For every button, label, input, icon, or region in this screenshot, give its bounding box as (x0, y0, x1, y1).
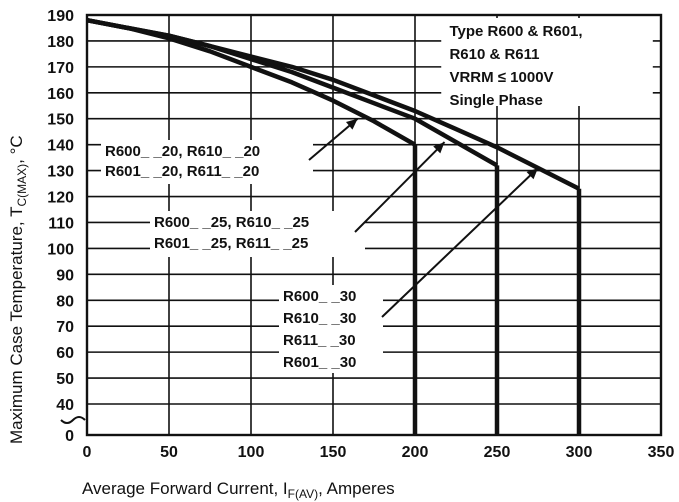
y-tick-label: 90 (56, 267, 74, 284)
x-tick-label: 250 (484, 444, 511, 461)
annotations: R600_ _20, R610_ _20 R601_ _20, R611_ _20… (101, 117, 539, 373)
annotation-text: R601_ _30 (283, 354, 356, 371)
annotation-arrowhead (433, 142, 445, 154)
y-tick-label: 110 (48, 215, 74, 232)
y-tick-label: 190 (47, 8, 74, 25)
y-tick-label: 0 (65, 428, 74, 445)
annotation-text: R611_ _30 (283, 332, 356, 349)
x-tick-label: 50 (160, 444, 178, 461)
x-axis-title: Average Forward Current, IF(AV), Amperes (82, 479, 395, 501)
x-tick-label: 100 (238, 444, 265, 461)
legend-background (441, 18, 653, 106)
legend-line: R610 & R611 (449, 46, 539, 63)
annotation-background-3 (279, 285, 383, 373)
annotation-text: R600_ _25, R610_ _25 (154, 214, 309, 231)
annotation-text: R610_ _30 (283, 310, 356, 327)
legend-line: VRRM ≤ 1000V (449, 69, 553, 86)
x-tick-label: 200 (402, 444, 429, 461)
y-tick-label: 70 (56, 319, 74, 336)
annotation-text: R601_ _20, R611_ _20 (105, 163, 259, 180)
annotation-arrow-line (354, 141, 446, 233)
y-tick-label: 150 (47, 112, 74, 129)
x-tick-label: 350 (648, 444, 675, 461)
y-tick-label: 120 (47, 190, 74, 207)
curves (86, 17, 582, 435)
x-tick-label: 150 (320, 444, 347, 461)
legend-box: Type R600 & R601, R610 & R611 VRRM ≤ 1000V… (441, 18, 653, 109)
annotation-text: R601_ _25, R611_ _25 (154, 235, 308, 252)
annotation-arrowhead (345, 118, 358, 130)
plot-frame (85, 13, 663, 437)
y-tick-label: 50 (56, 371, 74, 388)
y-tick-label: 170 (47, 60, 74, 77)
y-tick-label: 60 (56, 345, 74, 362)
annotation-text: R600_ _20, R610_ _20 (105, 143, 260, 160)
y-tick-label: 130 (47, 164, 74, 181)
annotation-arrow-line (381, 167, 539, 318)
y-tick-label: 40 (56, 397, 74, 414)
legend-line: Single Phase (449, 92, 542, 109)
y-tick-label: 80 (56, 293, 74, 310)
y-axis-title: Maximum Case Temperature, TC(MAX), °C (7, 135, 29, 444)
annotation-text: R600_ _30 (283, 288, 356, 305)
annotation-arrowhead (526, 168, 538, 180)
annotation-background-1 (101, 140, 313, 184)
y-tick-label: 100 (47, 241, 74, 258)
legend-line: Type R600 & R601, (449, 23, 582, 40)
tick-labels: 0 50 100 150 200 250 300 350 0 40 50 60 70 80 90 100 110… (47, 8, 674, 461)
x-tick-label: 0 (83, 444, 92, 461)
y-tick-label: 160 (47, 86, 74, 103)
y-tick-label: 140 (47, 138, 74, 155)
series-line-3 (86, 17, 581, 191)
x-tick-label: 300 (566, 444, 593, 461)
annotation-background-2 (150, 211, 365, 257)
axis-break-mark (60, 416, 86, 424)
y-tick-label: 180 (47, 34, 74, 51)
